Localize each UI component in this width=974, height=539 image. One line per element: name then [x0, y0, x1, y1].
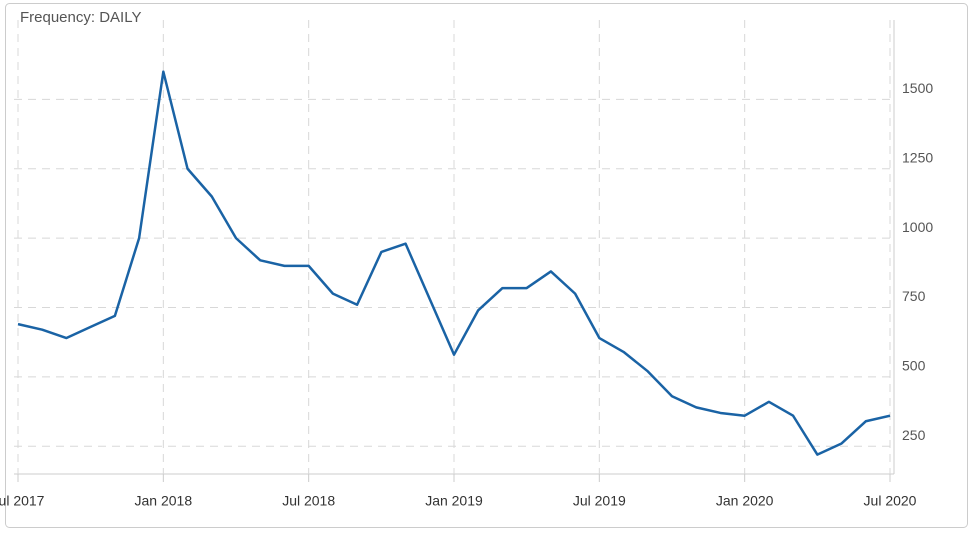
x-tick-label: Jul 2017	[0, 493, 45, 509]
y-tick-label: 750	[902, 288, 926, 304]
x-tick-label: Jul 2019	[573, 493, 626, 509]
x-tick-label: Jul 2018	[282, 493, 335, 509]
y-tick-label: 1500	[902, 80, 933, 96]
chart-title: Frequency: DAILY	[20, 9, 141, 26]
y-tick-label: 1000	[902, 219, 933, 235]
x-tick-label: Jul 2020	[864, 493, 917, 509]
series-line	[17, 70, 891, 456]
y-tick-label: 250	[902, 427, 926, 443]
x-tick-label: Jan 2019	[425, 493, 483, 509]
x-tick-label: Jan 2020	[716, 493, 774, 509]
frame	[5, 3, 968, 528]
y-tick-label: 500	[902, 358, 926, 374]
y-tick-label: 1250	[902, 149, 933, 165]
x-tick-label: Jan 2018	[135, 493, 193, 509]
